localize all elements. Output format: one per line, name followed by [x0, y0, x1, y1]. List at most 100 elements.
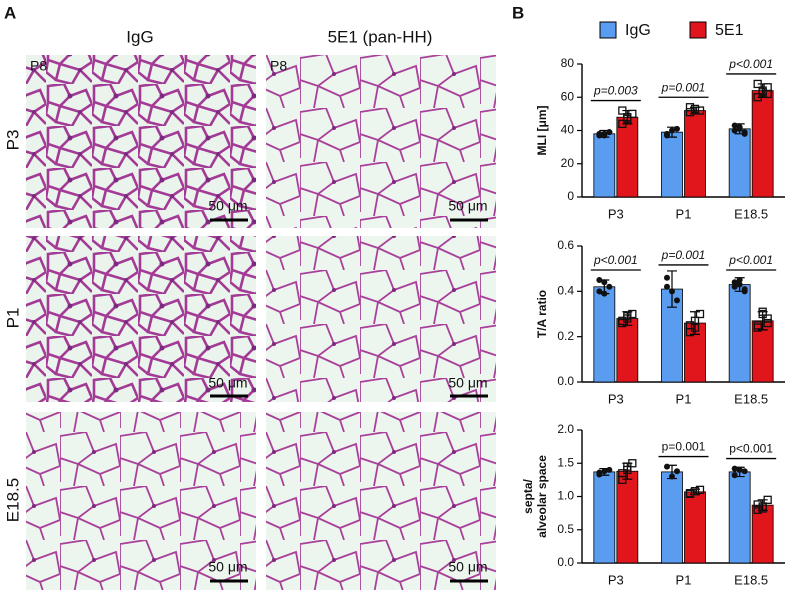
x-tick-label: P3	[608, 206, 624, 221]
histology-image	[26, 55, 256, 228]
y-tick-label: 60	[561, 89, 575, 103]
x-tick-label: P3	[608, 572, 624, 587]
data-point	[741, 129, 748, 136]
data-point	[606, 466, 613, 473]
data-point	[763, 314, 772, 323]
row-header: P3	[3, 130, 22, 151]
row-header: P1	[3, 308, 22, 329]
data-point	[628, 309, 637, 319]
data-point	[736, 125, 743, 132]
data-point	[618, 119, 627, 128]
data-point	[601, 132, 608, 139]
data-point	[623, 113, 632, 122]
bar	[661, 471, 683, 564]
data-point	[695, 309, 705, 319]
bar	[661, 131, 683, 198]
column-header: IgG	[126, 27, 153, 46]
significance-label: p=0.001	[661, 248, 706, 262]
significance-label: p=0.001	[661, 80, 706, 94]
data-point	[753, 321, 762, 330]
y-tick-label: 0.4	[557, 284, 574, 298]
data-point	[601, 468, 608, 475]
y-tick-label: 1.5	[557, 455, 574, 469]
data-point	[685, 321, 695, 330]
significance-label: p=0.003	[593, 84, 638, 98]
y-tick-label: 2.0	[557, 422, 574, 436]
data-point	[758, 504, 767, 513]
histology-image	[266, 412, 496, 590]
x-tick-label: P1	[676, 206, 692, 221]
data-point	[685, 489, 695, 498]
data-point	[674, 125, 680, 132]
scale-label: 50 μm	[208, 559, 247, 575]
data-point	[695, 485, 705, 495]
data-point	[596, 130, 603, 137]
y-tick-label: 80	[561, 56, 575, 70]
data-point	[674, 297, 680, 304]
data-point	[618, 316, 627, 325]
data-point	[731, 283, 738, 290]
scale-label: 50 μm	[208, 375, 247, 391]
bar	[684, 110, 706, 198]
error-bar	[622, 311, 633, 326]
data-point	[736, 277, 743, 283]
data-point	[731, 122, 738, 129]
data-point	[664, 283, 670, 290]
scale-label: 50 μm	[208, 198, 247, 214]
data-point	[628, 459, 637, 468]
data-point	[669, 288, 675, 295]
y-axis-label-line: alveolar space	[535, 455, 549, 538]
bar	[593, 286, 616, 383]
data-point	[618, 106, 627, 115]
data-point	[623, 314, 632, 323]
histology-image	[26, 236, 256, 402]
data-point	[669, 473, 675, 480]
data-point	[664, 463, 670, 470]
bar	[616, 318, 639, 383]
data-point	[736, 466, 743, 473]
age-label: P8	[270, 58, 287, 74]
significance-label: p<0.001	[728, 253, 773, 267]
scale-label: 50 μm	[448, 198, 487, 214]
y-axis-label: MLI [μm]	[535, 105, 549, 155]
data-point	[606, 129, 613, 136]
data-point	[601, 290, 608, 297]
x-tick-label: P1	[676, 572, 692, 587]
data-point	[601, 279, 608, 286]
data-point	[664, 274, 670, 281]
data-point	[664, 132, 670, 139]
y-tick-label: 40	[561, 123, 575, 137]
data-point	[685, 103, 695, 112]
data-point	[763, 89, 772, 99]
data-point	[731, 279, 738, 286]
significance-label: p<0.001	[593, 253, 638, 267]
data-point	[623, 465, 632, 475]
bar	[593, 133, 616, 198]
legend-label: IgG	[625, 22, 651, 39]
y-tick-label: 0	[567, 189, 574, 203]
y-tick-label: 0.2	[557, 329, 574, 343]
data-point	[596, 469, 603, 476]
bar	[616, 116, 639, 198]
data-point	[674, 468, 680, 475]
scale-label: 50 μm	[448, 559, 487, 575]
significance-label: p<0.001	[728, 57, 773, 71]
histology-image	[26, 412, 256, 590]
data-point	[753, 79, 762, 89]
data-point	[736, 281, 743, 288]
y-axis-label-line: septa/	[521, 478, 535, 513]
data-point	[596, 288, 603, 295]
y-axis-label: T/A ratio	[535, 290, 549, 338]
data-point	[758, 307, 767, 316]
data-point	[606, 283, 613, 290]
y-tick-label: 20	[561, 156, 575, 170]
data-point	[731, 465, 738, 472]
data-point	[690, 104, 700, 114]
age-label: P8	[30, 58, 47, 74]
bar	[728, 128, 751, 198]
histology-image	[266, 55, 496, 228]
significance-label: p=0.001	[662, 440, 706, 454]
bar	[751, 90, 774, 198]
y-tick-label: 0.6	[557, 238, 574, 252]
